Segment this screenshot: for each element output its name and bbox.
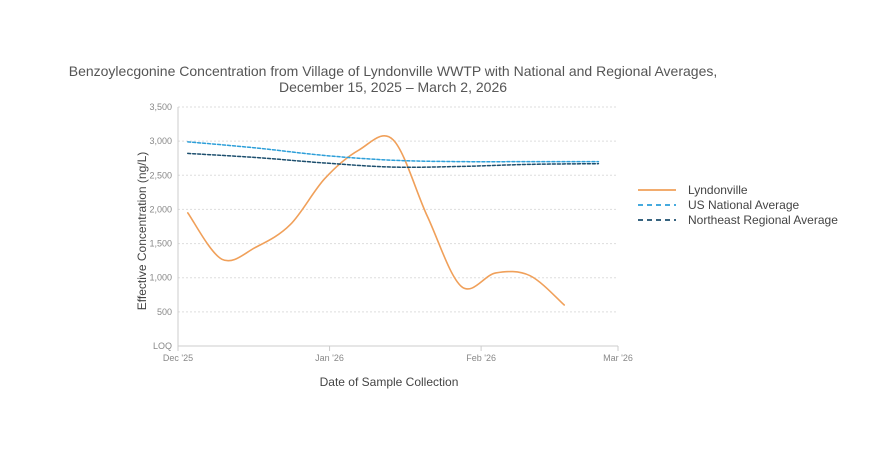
y-tick-label: 2,000 [149,204,172,214]
series-lines [186,135,600,306]
x-tick-label: Jan '26 [315,353,344,363]
legend-label: Northeast Regional Average [688,213,838,227]
y-tick-label: 500 [157,307,172,317]
y-tick-label: 1,000 [149,273,172,283]
legend-label: Lyndonville [688,183,748,197]
chart-title-line-1: Benzoylecgonine Concentration from Villa… [69,63,718,79]
y-tick-label: 2,500 [149,170,172,180]
x-tick-label: Dec '25 [163,353,193,363]
x-tick-label: Feb '26 [466,353,496,363]
x-axis-title: Date of Sample Collection [320,375,459,389]
y-tick-label: LOQ [153,341,172,351]
legend-label: US National Average [688,198,800,212]
series-line-lyndonville [186,135,566,306]
y-tick-label: 3,000 [149,136,172,146]
chart-title-line-2: December 15, 2025 – March 2, 2026 [279,79,507,95]
y-axis-ticks: LOQ 500 1,000 1,500 2,000 2,500 3,000 3,500 [149,102,172,351]
series-line-us-national-average [187,141,600,163]
axes [177,107,618,347]
x-axis-ticks: Dec '25 Jan '26 Feb '26 Mar '26 [163,346,633,363]
gridlines [178,106,618,313]
series-line-northeast-regional-average [187,152,600,169]
x-tick-label: Mar '26 [603,353,633,363]
y-tick-label: 3,500 [149,102,172,112]
y-tick-label: 1,500 [149,239,172,249]
y-axis-title: Effective Concentration (ng/L) [135,152,149,311]
